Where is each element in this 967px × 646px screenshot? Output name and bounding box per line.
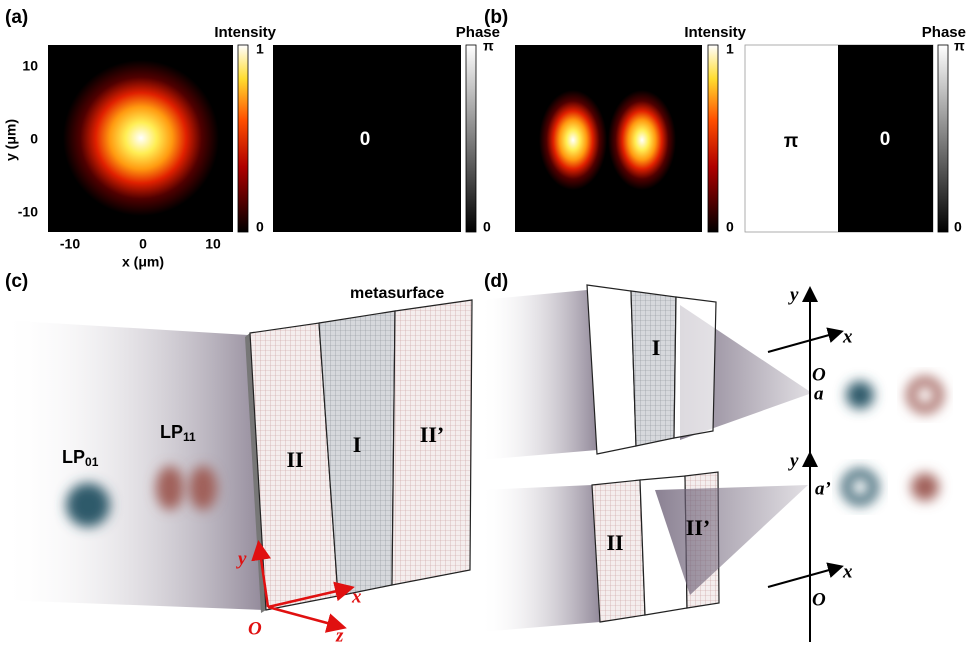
axis-label: O <box>812 589 826 610</box>
region-label: I <box>652 335 661 360</box>
region-label: II <box>606 530 623 555</box>
mode-lobe <box>189 466 217 510</box>
colorbar-tick: 0 <box>726 219 734 235</box>
region-label: II <box>286 447 303 472</box>
region-label: II’ <box>686 515 710 540</box>
y-tick-label: 0 <box>30 131 38 147</box>
output-spot <box>846 381 874 409</box>
beam <box>480 485 600 632</box>
mode-lobe <box>156 466 184 510</box>
colorbar <box>938 45 948 232</box>
axis-label: x <box>351 586 362 607</box>
y-tick-label: 10 <box>22 58 38 74</box>
x-tick-label: -10 <box>60 236 80 252</box>
colorbar-tick: π <box>954 38 965 54</box>
colorbar-tick: 0 <box>954 219 962 235</box>
intensity-spot <box>63 60 219 216</box>
phase-value: π <box>784 131 799 152</box>
mode-subscript: 11 <box>183 430 196 444</box>
region-label: I <box>353 432 362 457</box>
axis-label: y <box>788 284 799 305</box>
colorbar-tick: 1 <box>256 41 264 57</box>
panel-label: (a) <box>5 7 28 28</box>
point-label: a’ <box>815 478 831 499</box>
output-spot <box>911 473 939 501</box>
colorbar-tick: 1 <box>726 41 734 57</box>
y-tick-label: -10 <box>18 204 38 220</box>
mode-name: LP <box>62 447 85 467</box>
region-label: II’ <box>420 422 444 447</box>
figure: (a) Intensity 1 0 0 Phase π 0 10 0 -10 y… <box>0 0 967 646</box>
axis-arrow <box>268 607 342 627</box>
point-label: a <box>814 383 824 404</box>
colorbar <box>238 45 248 232</box>
phase-value: 0 <box>880 129 891 150</box>
axis-label: y <box>788 450 799 471</box>
output-ring <box>846 473 874 501</box>
intensity-lobe <box>539 90 607 190</box>
colorbar-tick: π <box>483 38 494 54</box>
colorbar-title: Intensity <box>684 24 746 41</box>
x-axis-label: x (μm) <box>122 254 164 270</box>
axis-label: z <box>335 625 344 646</box>
strip <box>674 297 716 438</box>
phase-value: 0 <box>360 129 371 150</box>
colorbar-tick: 0 <box>256 219 264 235</box>
x-tick-label: 0 <box>139 236 147 252</box>
output-ring <box>911 381 939 409</box>
colorbar <box>466 45 476 232</box>
axis-label: O <box>812 364 826 385</box>
mode-subscript: 01 <box>85 455 99 469</box>
axis-arrow <box>768 567 840 587</box>
x-tick-label: 10 <box>205 236 221 252</box>
axis-label: x <box>842 326 853 347</box>
mode-name: LP <box>160 422 183 442</box>
colorbar <box>708 45 718 232</box>
axis-label: x <box>842 561 853 582</box>
mode-spot <box>66 483 110 527</box>
beam <box>0 320 264 610</box>
colorbar-tick: 0 <box>483 219 491 235</box>
intensity-lobe <box>608 90 676 190</box>
axis-label: y <box>236 548 247 569</box>
metasurface-label: metasurface <box>350 285 444 302</box>
axis-label: O <box>248 618 262 639</box>
panel-label: (c) <box>5 271 28 292</box>
strip <box>631 291 676 446</box>
y-axis-label: y (μm) <box>3 119 19 161</box>
panel-label: (b) <box>484 7 508 28</box>
axis-arrow <box>768 332 840 352</box>
colorbar-title: Intensity <box>214 24 276 41</box>
panel-label: (d) <box>484 271 508 292</box>
beam <box>480 290 597 460</box>
